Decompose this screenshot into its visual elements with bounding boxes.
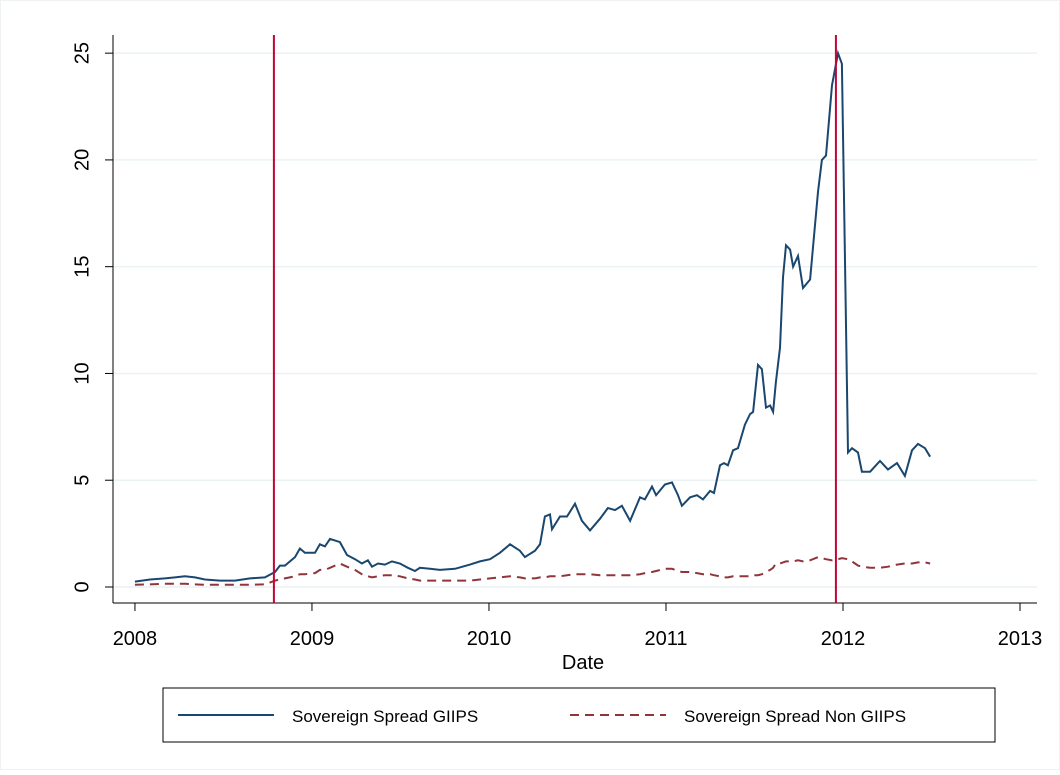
x-tick-label: 2010 xyxy=(467,628,512,650)
legend xyxy=(162,687,996,743)
series-line xyxy=(134,49,931,583)
legend-label: Sovereign Spread GIIPS xyxy=(292,707,478,726)
y-tick-label: 20 xyxy=(71,149,93,171)
y-tick-label: 0 xyxy=(71,581,93,592)
x-tick-label: 2013 xyxy=(998,628,1043,650)
y-tick-label: 15 xyxy=(71,256,93,278)
x-tick-label: 2011 xyxy=(644,628,687,650)
legend-label: Sovereign Spread Non GIIPS xyxy=(684,707,906,726)
x-tick-label: 2012 xyxy=(821,628,866,650)
y-tick-label: 5 xyxy=(71,475,93,486)
y-tick-label: 25 xyxy=(71,42,93,64)
y-tick-label: 10 xyxy=(71,362,93,384)
x-axis-label: Date xyxy=(562,652,604,674)
x-tick-label: 2009 xyxy=(290,628,335,650)
x-tick-label: 2008 xyxy=(113,628,158,650)
series-line xyxy=(134,556,931,586)
